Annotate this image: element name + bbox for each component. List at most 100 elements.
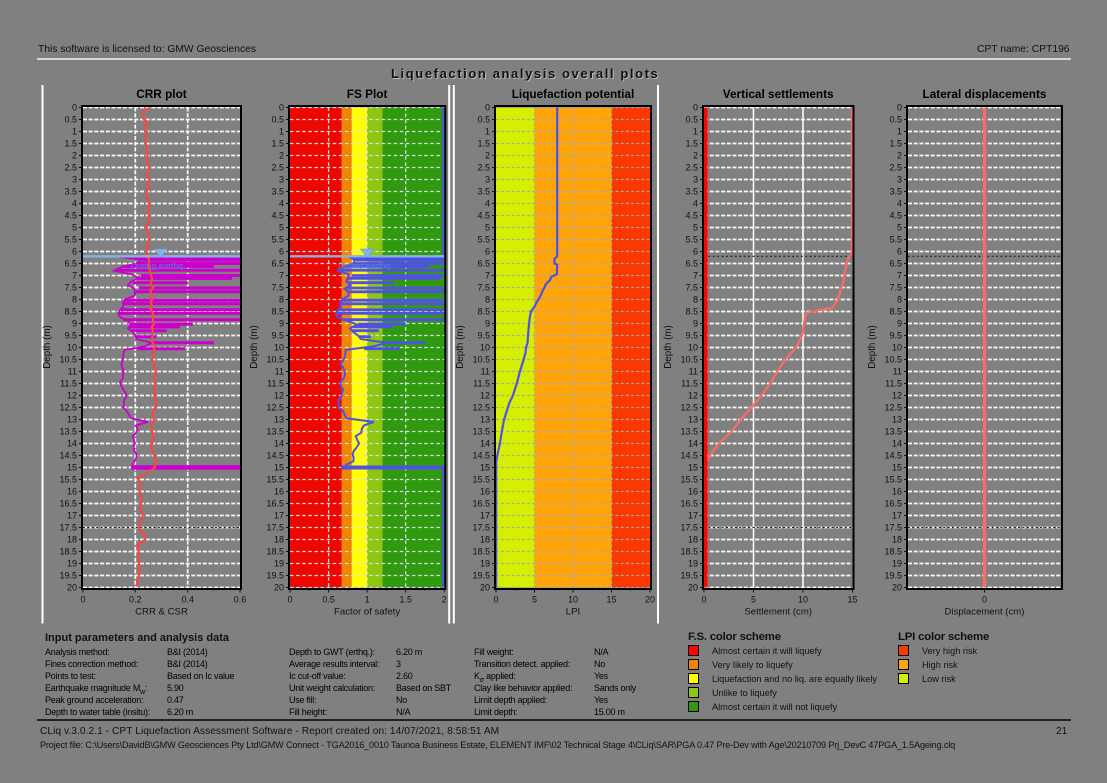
- svg-text:4.5: 4.5: [685, 211, 698, 221]
- svg-text:11: 11: [68, 367, 77, 377]
- svg-text:17: 17: [480, 511, 490, 521]
- svg-text:0.5: 0.5: [64, 115, 77, 125]
- svg-text:10: 10: [568, 595, 578, 605]
- svg-text:6: 6: [485, 247, 490, 257]
- svg-text:3: 3: [693, 175, 698, 185]
- svg-text:16: 16: [67, 487, 77, 497]
- svg-text:LPI: LPI: [566, 607, 580, 618]
- svg-text:5.5: 5.5: [64, 235, 77, 245]
- svg-text:9: 9: [693, 319, 698, 329]
- svg-text:Depth (m): Depth (m): [867, 325, 878, 369]
- svg-text:13: 13: [892, 415, 902, 425]
- svg-text:13: 13: [67, 415, 77, 425]
- svg-text:12: 12: [480, 391, 490, 401]
- svg-text:0.4: 0.4: [181, 595, 194, 605]
- svg-text:14: 14: [688, 439, 698, 449]
- svg-text:13.5: 13.5: [59, 427, 77, 437]
- svg-text:20: 20: [892, 583, 902, 593]
- svg-text:2.5: 2.5: [477, 163, 490, 173]
- svg-text:4: 4: [485, 199, 490, 209]
- svg-text:2: 2: [442, 595, 447, 605]
- svg-text:18: 18: [688, 535, 698, 545]
- svg-text:12.5: 12.5: [59, 403, 77, 413]
- svg-text:3: 3: [897, 175, 902, 185]
- svg-text:12.5: 12.5: [266, 403, 284, 413]
- svg-text:FS Plot: FS Plot: [347, 87, 388, 101]
- svg-text:17: 17: [274, 511, 284, 521]
- svg-text:13: 13: [688, 415, 698, 425]
- svg-text:8.5: 8.5: [477, 307, 490, 317]
- svg-text:16: 16: [274, 487, 284, 497]
- svg-text:10.5: 10.5: [884, 355, 902, 365]
- svg-text:2.5: 2.5: [271, 163, 284, 173]
- svg-text:1.5: 1.5: [477, 139, 490, 149]
- svg-text:0.5: 0.5: [685, 115, 698, 125]
- svg-text:0: 0: [72, 103, 77, 113]
- svg-text:3.5: 3.5: [889, 187, 902, 197]
- svg-text:0.5: 0.5: [322, 595, 335, 605]
- svg-text:19.5: 19.5: [884, 571, 902, 581]
- svg-text:2: 2: [693, 151, 698, 161]
- svg-text:3.5: 3.5: [685, 187, 698, 197]
- svg-text:18.5: 18.5: [59, 547, 77, 557]
- svg-text:6: 6: [693, 247, 698, 257]
- svg-text:20: 20: [274, 583, 284, 593]
- svg-text:3: 3: [485, 175, 490, 185]
- svg-text:0: 0: [485, 103, 490, 113]
- svg-text:6.5: 6.5: [477, 259, 490, 269]
- svg-text:17: 17: [67, 511, 77, 521]
- svg-text:8.5: 8.5: [271, 307, 284, 317]
- svg-text:9.5: 9.5: [271, 331, 284, 341]
- svg-text:17.5: 17.5: [884, 523, 902, 533]
- svg-text:20: 20: [688, 583, 698, 593]
- svg-text:2: 2: [897, 151, 902, 161]
- svg-text:14.5: 14.5: [472, 451, 490, 461]
- svg-text:8.5: 8.5: [64, 307, 77, 317]
- svg-text:2.5: 2.5: [685, 163, 698, 173]
- svg-text:13.5: 13.5: [472, 427, 490, 437]
- svg-text:Depth (m): Depth (m): [249, 325, 260, 369]
- svg-text:15.5: 15.5: [59, 475, 77, 485]
- svg-text:19.5: 19.5: [472, 571, 490, 581]
- svg-text:15: 15: [274, 463, 284, 473]
- svg-text:9: 9: [279, 319, 284, 329]
- svg-text:1: 1: [279, 127, 284, 137]
- svg-text:Factor of safety: Factor of safety: [334, 607, 400, 618]
- svg-text:7.5: 7.5: [64, 283, 77, 293]
- svg-text:8: 8: [897, 295, 902, 305]
- svg-text:11.5: 11.5: [885, 379, 902, 389]
- svg-text:11: 11: [689, 367, 698, 377]
- svg-text:Liquefaction potential: Liquefaction potential: [512, 87, 635, 101]
- svg-text:10: 10: [480, 343, 490, 353]
- svg-text:7.5: 7.5: [477, 283, 490, 293]
- svg-text:15: 15: [892, 463, 902, 473]
- svg-text:During earthq.: During earthq.: [338, 261, 392, 271]
- svg-text:6.5: 6.5: [271, 259, 284, 269]
- svg-text:1: 1: [897, 127, 902, 137]
- svg-text:17: 17: [688, 511, 698, 521]
- svg-text:1.5: 1.5: [399, 595, 412, 605]
- svg-text:Displacement (cm): Displacement (cm): [945, 607, 1025, 618]
- svg-text:3: 3: [279, 175, 284, 185]
- svg-text:0.5: 0.5: [271, 115, 284, 125]
- svg-text:7: 7: [279, 271, 284, 281]
- svg-text:7: 7: [485, 271, 490, 281]
- svg-text:16: 16: [892, 487, 902, 497]
- svg-text:Depth (m): Depth (m): [455, 325, 466, 369]
- svg-text:During earthq.: During earthq.: [131, 261, 185, 271]
- svg-text:9: 9: [897, 319, 902, 329]
- svg-text:12.5: 12.5: [884, 403, 902, 413]
- svg-text:6: 6: [897, 247, 902, 257]
- svg-text:18.5: 18.5: [884, 547, 902, 557]
- svg-text:0: 0: [701, 595, 706, 605]
- svg-text:20: 20: [67, 583, 77, 593]
- svg-text:5: 5: [279, 223, 284, 233]
- svg-text:9.5: 9.5: [477, 331, 490, 341]
- svg-text:19: 19: [688, 559, 698, 569]
- svg-text:20: 20: [645, 595, 655, 605]
- svg-text:6.5: 6.5: [685, 259, 698, 269]
- svg-text:5: 5: [72, 223, 77, 233]
- svg-text:10: 10: [798, 595, 808, 605]
- svg-text:9.5: 9.5: [64, 331, 77, 341]
- svg-text:5: 5: [532, 595, 537, 605]
